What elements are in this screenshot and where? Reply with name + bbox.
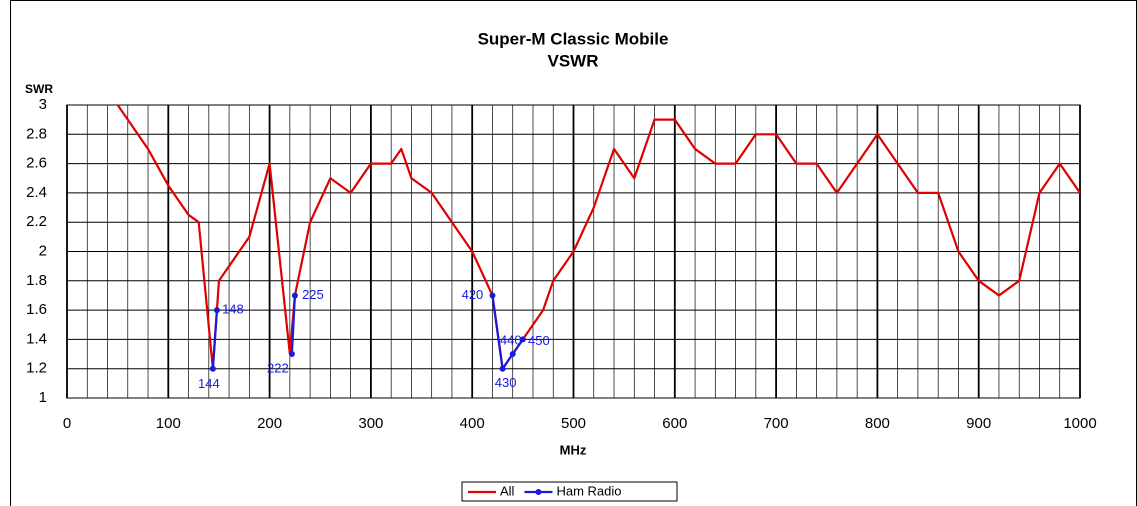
x-tick-label: 1000 — [1063, 415, 1096, 432]
series-line — [211, 295, 524, 370]
x-tick-label: 800 — [865, 415, 890, 432]
y-tick-label: 1.2 — [26, 360, 47, 377]
x-tick-label: 300 — [358, 415, 383, 432]
legend-label: All — [500, 483, 515, 498]
x-axis-label: MHz — [560, 442, 587, 457]
data-point — [213, 307, 220, 314]
data-label: 450 — [528, 333, 550, 348]
data-point — [288, 351, 295, 358]
legend: All Ham Radio — [461, 481, 678, 502]
y-tick-label: 2.8 — [26, 125, 47, 142]
y-tick-label: 1 — [39, 389, 47, 406]
data-point — [519, 336, 526, 343]
chart-subtitle: VSWR — [548, 51, 599, 70]
data-point — [489, 292, 496, 299]
data-point — [509, 351, 516, 358]
data-label: 440 — [500, 332, 522, 347]
legend-box — [461, 481, 678, 502]
y-tick-label: 2.2 — [26, 213, 47, 230]
data-label: 148 — [222, 302, 244, 317]
grid: 0 100 200 300 400 500 600 700 800 900 1000 3 2.8 2.6 2… — [26, 96, 1097, 432]
data-label: 222 — [267, 360, 289, 375]
y-tick-label: 1.6 — [26, 301, 47, 318]
plot: 144 148 222 225 420 430 440 450 — [116, 104, 1081, 391]
data-point — [209, 365, 216, 372]
data-point — [291, 292, 298, 299]
chart-title: Super-M Classic Mobile — [478, 29, 669, 48]
series-line — [116, 104, 1081, 370]
data-label: 144 — [198, 376, 220, 391]
data-label: 420 — [462, 287, 484, 302]
x-tick-label: 700 — [764, 415, 789, 432]
x-tick-label: 600 — [662, 415, 687, 432]
y-tick-label: 2.6 — [26, 155, 47, 172]
x-tick-label: 400 — [460, 415, 485, 432]
x-tick-label: 200 — [257, 415, 282, 432]
plot-border — [66, 104, 1081, 399]
data-label: 430 — [495, 375, 517, 390]
data-point — [499, 365, 506, 372]
x-tick-label: 500 — [561, 415, 586, 432]
x-tick-label: 100 — [156, 415, 181, 432]
y-tick-label: 2.4 — [26, 184, 47, 201]
y-tick-label: 1.8 — [26, 272, 47, 289]
data-label: 225 — [302, 287, 324, 302]
y-tick-label: 1.4 — [26, 330, 47, 347]
legend-marker — [535, 489, 542, 495]
y-tick-label: 2 — [39, 242, 47, 259]
x-tick-label: 900 — [966, 415, 991, 432]
y-axis-label: SWR — [25, 82, 53, 96]
x-tick-label: 0 — [63, 415, 71, 432]
y-tick-label: 3 — [39, 96, 47, 113]
legend-label: Ham Radio — [556, 483, 621, 498]
